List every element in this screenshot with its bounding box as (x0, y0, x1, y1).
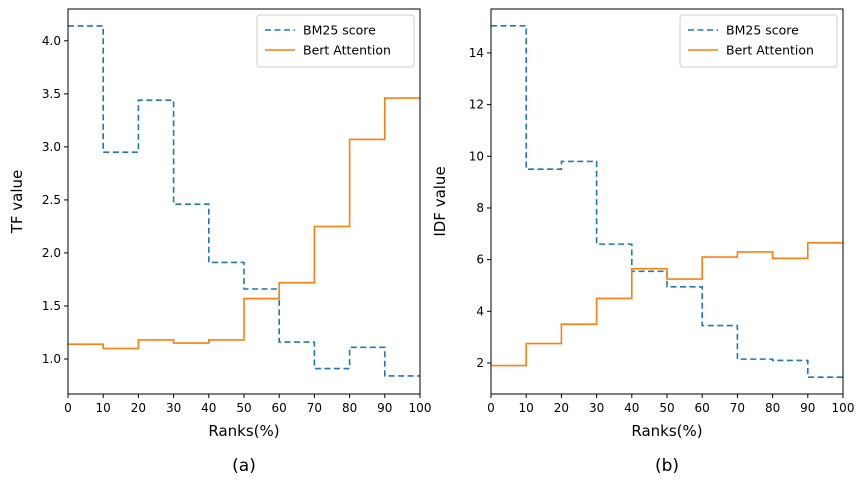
x-tick-label: 40 (624, 401, 639, 415)
x-tick-label: 50 (659, 401, 674, 415)
y-tick-label: 1.5 (42, 299, 61, 313)
y-tick-label: 12 (469, 98, 484, 112)
legend-box (679, 14, 838, 68)
x-axis-label: Ranks(%) (208, 422, 279, 440)
x-tick-label: 20 (131, 401, 146, 415)
y-tick-label: 4 (476, 304, 484, 318)
x-tick-label: 60 (695, 401, 710, 415)
series-line-bm25-b (491, 25, 843, 378)
legend-entry-bert: Bert Attention (303, 43, 391, 58)
y-tick-label: 4.0 (42, 34, 61, 48)
y-tick-label: 2 (476, 356, 484, 370)
panel-b: 0 10 20 30 40 50 60 70 80 90 100 2 4 6 8 10 12 14 Ranks(%)… (431, 8, 855, 476)
x-tick-label: 30 (166, 401, 181, 415)
legend-entry-bert: Bert Attention (726, 43, 814, 58)
x-tick-label: 10 (519, 401, 534, 415)
series-line-bm25-a (68, 25, 420, 377)
series-line-bert-b (491, 242, 843, 367)
legend-entry-bm25: BM25 score (303, 23, 376, 38)
y-tick-label: 2.0 (42, 246, 61, 260)
panel-label: (a) (232, 456, 256, 476)
x-tick-label: 40 (201, 401, 216, 415)
legend: BM25 score Bert Attention (679, 14, 838, 68)
x-tick-label: 50 (236, 401, 251, 415)
panel-a: 0 10 20 30 40 50 60 70 80 90 100 1.0 1.5 2.0 2.5 3.0 3.5… (8, 8, 432, 476)
x-tick-label: 20 (554, 401, 569, 415)
y-tick-label: 1.0 (42, 352, 61, 366)
x-tick-label: 80 (342, 401, 357, 415)
x-tick-label: 30 (589, 401, 604, 415)
series-line-bert-a (68, 97, 420, 350)
x-axis-label: Ranks(%) (631, 422, 702, 440)
y-tick-label: 8 (476, 201, 484, 215)
y-tick-label: 6 (476, 253, 484, 267)
x-tick-label: 90 (800, 401, 815, 415)
x-tick-label: 90 (377, 401, 392, 415)
y-axis-label: TF value (8, 170, 26, 235)
y-tick-label: 3.5 (42, 87, 61, 101)
panel-label: (b) (655, 456, 679, 476)
y-tick-label: 14 (469, 46, 484, 60)
x-tick-label: 10 (96, 401, 111, 415)
legend-box (256, 14, 415, 68)
y-tick-label: 2.5 (42, 193, 61, 207)
x-tick-label: 70 (307, 401, 322, 415)
x-tick-label: 100 (832, 401, 855, 415)
y-tick-label: 3.0 (42, 140, 61, 154)
x-tick-label: 100 (409, 401, 432, 415)
x-tick-label: 0 (64, 401, 72, 415)
y-tick-label: 10 (469, 149, 484, 163)
legend: BM25 score Bert Attention (256, 14, 415, 68)
y-axis-label: IDF value (431, 166, 449, 236)
x-tick-label: 80 (765, 401, 780, 415)
legend-entry-bm25: BM25 score (726, 23, 799, 38)
x-tick-label: 0 (487, 401, 495, 415)
x-tick-label: 60 (272, 401, 287, 415)
x-tick-label: 70 (730, 401, 745, 415)
